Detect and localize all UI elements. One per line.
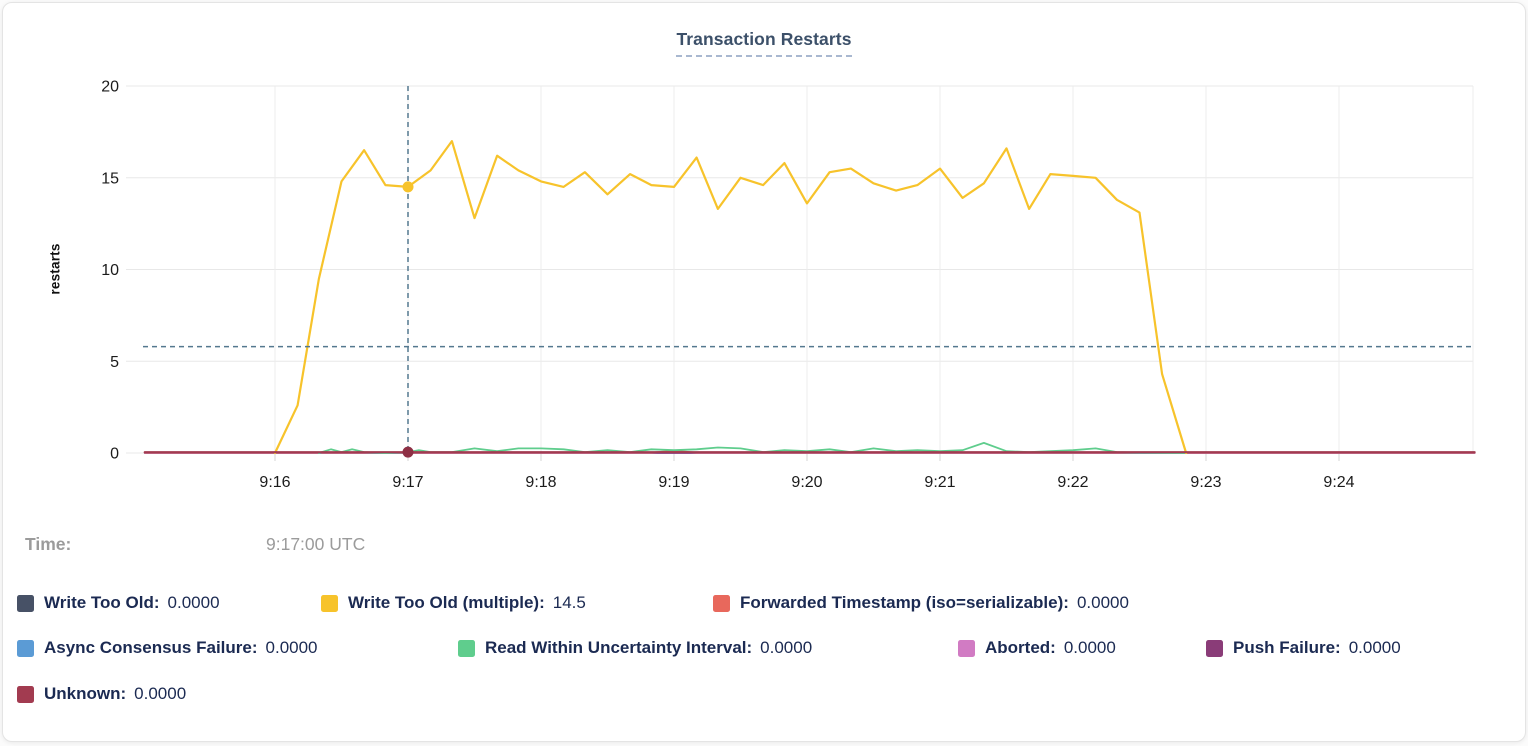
legend-label: Async Consensus Failure: (44, 638, 258, 657)
chart-svg[interactable]: 0 5 10 15 20 9:16 9:17 9:18 9:19 9:20 9:21 9:22 9:23… (3, 3, 1526, 508)
legend-item-read-within-uncertainty-interval[interactable]: Read Within Uncertainty Interval: 0.0000 (458, 637, 812, 659)
hover-time-row: Time: 9:17:00 UTC (3, 534, 1525, 558)
legend-value: 0.0000 (265, 638, 318, 657)
legend-value: 0.0000 (1063, 638, 1116, 657)
legend-swatch-icon (958, 639, 975, 657)
legend-label: Write Too Old: (44, 593, 160, 612)
chart-legend: Write Too Old: 0.0000 Write Too Old (mul… (3, 3, 1525, 741)
legend-item-write-too-old-multiple[interactable]: Write Too Old (multiple): 14.5 (321, 592, 586, 614)
y-tick-label: 5 (110, 354, 119, 371)
legend-value: 0.0000 (167, 593, 220, 612)
x-tick-label: 9:24 (1323, 474, 1354, 491)
x-tick-label: 9:18 (525, 474, 556, 491)
legend-item-unknown[interactable]: Unknown: 0.0000 (17, 683, 186, 705)
x-tick-label: 9:21 (924, 474, 955, 491)
legend-value: 0.0000 (760, 638, 813, 657)
legend-label: Forwarded Timestamp (iso=serializable): (740, 593, 1069, 612)
chart-header: Transaction Restarts (3, 29, 1525, 57)
time-label: Time: (25, 534, 72, 554)
series-line (273, 140, 1188, 455)
legend-item-async-consensus-failure[interactable]: Async Consensus Failure: 0.0000 (17, 637, 318, 659)
y-tick-label: 15 (101, 170, 119, 187)
y-tick-label: 20 (101, 79, 119, 96)
legend-value: 0.0000 (1076, 593, 1129, 612)
legend-label: Aborted: (985, 638, 1056, 657)
legend-item-aborted[interactable]: Aborted: 0.0000 (958, 637, 1116, 659)
legend-swatch-icon (321, 594, 338, 612)
legend-item-push-failure[interactable]: Push Failure: 0.0000 (1206, 637, 1401, 659)
legend-label: Push Failure: (1233, 638, 1341, 657)
legend-swatch-icon (1206, 639, 1223, 657)
legend-item-write-too-old[interactable]: Write Too Old: 0.0000 (17, 592, 220, 614)
legend-value: 0.0000 (1348, 638, 1401, 657)
legend-swatch-icon (17, 639, 34, 657)
legend-swatch-icon (713, 594, 730, 612)
hover-point (402, 181, 414, 193)
legend-swatch-icon (458, 639, 475, 657)
hover-point (402, 446, 414, 458)
time-value: 9:17:00 UTC (266, 534, 366, 554)
x-tick-label: 9:19 (658, 474, 689, 491)
x-tick-label: 9:16 (259, 474, 290, 491)
x-tick-label: 9:22 (1057, 474, 1088, 491)
chart-title[interactable]: Transaction Restarts (676, 29, 852, 57)
legend-item-forwarded-timestamp[interactable]: Forwarded Timestamp (iso=serializable): … (713, 592, 1129, 614)
x-tick-label: 9:23 (1190, 474, 1221, 491)
legend-swatch-icon (17, 685, 34, 703)
legend-label: Unknown: (44, 684, 127, 703)
y-tick-label: 0 (110, 446, 119, 463)
legend-swatch-icon (17, 594, 34, 612)
legend-value: 14.5 (552, 593, 586, 612)
y-tick-label: 10 (101, 262, 119, 279)
legend-value: 0.0000 (134, 684, 187, 703)
legend-label: Read Within Uncertainty Interval: (485, 638, 753, 657)
x-tick-label: 9:20 (791, 474, 822, 491)
x-tick-label: 9:17 (392, 474, 423, 491)
y-axis-label: restarts (47, 243, 63, 295)
legend-label: Write Too Old (multiple): (348, 593, 545, 612)
